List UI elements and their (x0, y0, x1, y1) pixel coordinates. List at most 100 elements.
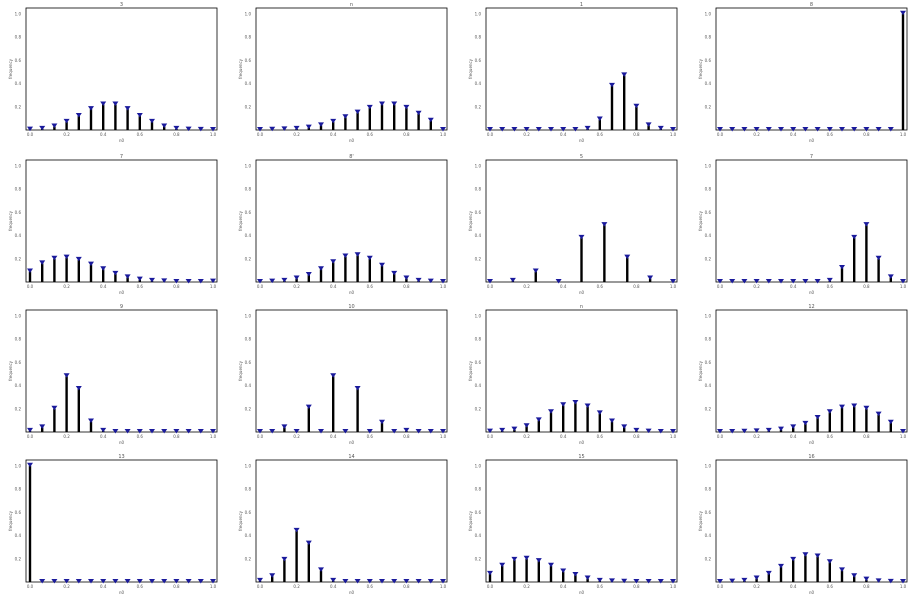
stem-marker (753, 127, 760, 132)
stem-marker (609, 82, 615, 88)
stem-marker (863, 222, 870, 227)
x-tick-label: 0.6 (597, 584, 604, 589)
stem-marker (136, 579, 143, 584)
x-tick-label: 1.0 (440, 434, 447, 439)
x-tick-label: 0.8 (173, 584, 180, 589)
x-tick-label: 0.6 (137, 132, 144, 137)
x-tick-label: 1.0 (210, 434, 217, 439)
y-tick-label: 0.8 (15, 487, 22, 492)
stem-marker (342, 429, 349, 434)
stem-chart-panel: 8' 1.0 0.8 0.6 0.4 0.2 frequency 0.0 0.2 0.4 0.6 0.… (230, 152, 457, 296)
y-tick-label: 0.4 (245, 233, 252, 238)
y-axis-label: frequency (238, 58, 243, 79)
y-axis-label: frequency (698, 58, 703, 79)
x-tick-label: 1.0 (900, 434, 907, 439)
x-tick-label: 1.0 (670, 284, 677, 289)
y-tick-label: 0.8 (245, 487, 252, 492)
x-tick-label: 0.8 (633, 584, 640, 589)
stem-marker (161, 123, 168, 129)
x-tick-label: 0.0 (27, 434, 34, 439)
stem-marker (281, 556, 288, 562)
stem-marker (305, 272, 312, 277)
x-tick-label: 0.2 (63, 284, 70, 289)
x-tick-label: 0.0 (487, 132, 494, 137)
x-tick-label: 1.0 (440, 284, 447, 289)
x-tick-label: 0.0 (257, 284, 264, 289)
stem-marker (427, 429, 434, 434)
stem-marker (875, 255, 882, 261)
y-tick-label: 1.0 (15, 163, 22, 168)
stem-marker (887, 419, 894, 425)
x-tick-label: 0.0 (487, 434, 494, 439)
stem-marker (427, 117, 434, 123)
x-tick-label: 0.0 (717, 284, 724, 289)
x-tick-label: 0.6 (597, 434, 604, 439)
stem-chart-panel: n 1.0 0.8 0.6 0.4 0.2 frequency 0.0 0.2 0.4 0.6 0.8… (460, 302, 687, 446)
stem-marker (826, 409, 833, 414)
stem-chart: 3 1.0 0.8 0.6 0.4 0.2 frequency 0.0 0.2 0.4 0.6 0.8… (8, 2, 218, 143)
stem-marker (63, 254, 70, 260)
chart-title: n (580, 304, 583, 310)
chart-title: 8' (349, 154, 354, 160)
stem-marker (39, 260, 46, 265)
stem-marker (440, 279, 446, 284)
stem-marker (27, 126, 33, 132)
x-axis-label: n0 (119, 290, 125, 295)
stem-marker (427, 579, 434, 584)
stem-marker (499, 562, 506, 568)
y-tick-label: 1.0 (15, 11, 22, 16)
plot-frame (25, 309, 218, 433)
stem-marker (572, 572, 579, 577)
x-tick-label: 0.6 (367, 434, 374, 439)
y-axis-label: frequency (468, 58, 473, 79)
stem-chart: 13 1.0 0.8 0.6 0.4 0.2 frequency 0.0 0.2 0.4 0.6 0.… (8, 454, 218, 595)
stem-marker (778, 127, 784, 132)
stem-marker (440, 429, 446, 434)
x-tick-label: 0.6 (137, 584, 144, 589)
x-axis-label: n0 (809, 138, 815, 143)
stem-marker (379, 419, 385, 425)
stem-marker (185, 126, 192, 132)
stem-marker (51, 123, 58, 129)
y-tick-label: 0.8 (475, 337, 482, 342)
stem-marker (27, 268, 33, 274)
x-tick-label: 0.6 (827, 284, 834, 289)
y-tick-label: 0.2 (15, 406, 22, 411)
stem-marker (753, 279, 760, 284)
y-tick-label: 0.6 (245, 360, 252, 365)
stem-chart-panel: 1 1.0 0.8 0.6 0.4 0.2 frequency 0.0 0.2 0.4 0.6 0.8… (460, 0, 687, 144)
x-axis-label: n0 (579, 440, 585, 445)
stem-marker (765, 127, 772, 132)
plot-frame (255, 309, 448, 433)
stem-marker (136, 429, 143, 434)
stem-marker (210, 579, 216, 584)
stem-marker (802, 420, 809, 426)
y-tick-label: 0.2 (705, 556, 712, 561)
stem-marker (403, 104, 410, 110)
y-tick-label: 0.6 (245, 510, 252, 515)
x-tick-label: 1.0 (210, 284, 217, 289)
stem-marker (342, 114, 349, 119)
chart-title: 10 (348, 304, 354, 310)
stem-marker (281, 277, 288, 283)
stem-marker (621, 424, 628, 429)
stem-marker (523, 127, 530, 132)
stem-marker (185, 279, 192, 284)
stem-marker (293, 275, 300, 281)
x-tick-label: 0.2 (293, 434, 300, 439)
stem-marker (197, 279, 204, 284)
stem-marker (535, 558, 542, 563)
y-tick-label: 1.0 (245, 313, 252, 318)
y-tick-label: 1.0 (245, 163, 252, 168)
stem-marker (149, 277, 155, 283)
x-tick-label: 0.4 (790, 132, 797, 137)
plot-frame (255, 159, 448, 283)
stem-chart: 12 1.0 0.8 0.6 0.4 0.2 frequency 0.0 0.2 0.4 0.6 0.… (698, 304, 908, 445)
y-tick-label: 0.6 (475, 510, 482, 515)
stem-marker (741, 428, 748, 434)
stem-marker (814, 553, 821, 558)
y-tick-label: 0.2 (705, 104, 712, 109)
x-tick-label: 1.0 (210, 584, 217, 589)
stem-marker (572, 127, 579, 132)
